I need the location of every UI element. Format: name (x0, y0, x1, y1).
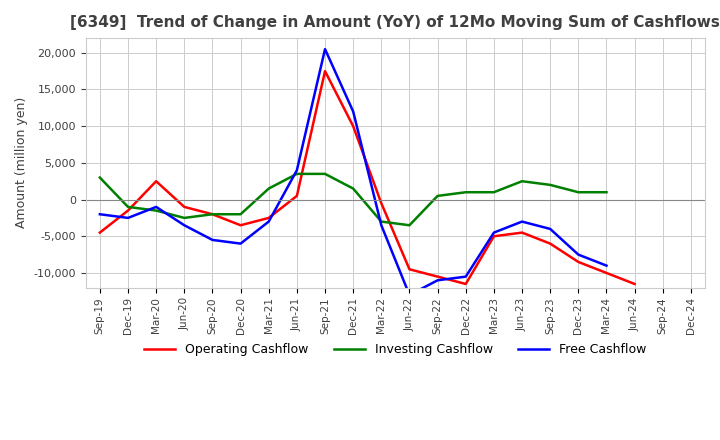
Investing Cashflow (462, 190, 470, 195)
Line: Free Cashflow: Free Cashflow (100, 49, 606, 295)
Free Cashflow (462, 274, 470, 279)
Investing Cashflow (546, 182, 554, 187)
Investing Cashflow (518, 179, 526, 184)
Legend: Operating Cashflow, Investing Cashflow, Free Cashflow: Operating Cashflow, Investing Cashflow, … (139, 338, 652, 361)
Free Cashflow (124, 215, 132, 220)
Free Cashflow (208, 237, 217, 242)
Operating Cashflow (546, 241, 554, 246)
Free Cashflow (264, 219, 273, 224)
Line: Operating Cashflow: Operating Cashflow (100, 71, 634, 284)
Operating Cashflow (518, 230, 526, 235)
Free Cashflow (292, 168, 301, 173)
Investing Cashflow (433, 193, 442, 198)
Operating Cashflow (349, 124, 358, 129)
Operating Cashflow (96, 230, 104, 235)
Free Cashflow (96, 212, 104, 217)
Free Cashflow (433, 278, 442, 283)
Operating Cashflow (124, 208, 132, 213)
Free Cashflow (320, 47, 329, 52)
Investing Cashflow (180, 215, 189, 220)
Operating Cashflow (490, 234, 498, 239)
Investing Cashflow (292, 171, 301, 176)
Investing Cashflow (124, 204, 132, 209)
Operating Cashflow (574, 259, 582, 264)
Operating Cashflow (292, 193, 301, 198)
Title: [6349]  Trend of Change in Amount (YoY) of 12Mo Moving Sum of Cashflows: [6349] Trend of Change in Amount (YoY) o… (71, 15, 720, 30)
Operating Cashflow (377, 201, 386, 206)
Free Cashflow (405, 292, 414, 297)
Investing Cashflow (574, 190, 582, 195)
Investing Cashflow (377, 219, 386, 224)
Operating Cashflow (602, 270, 611, 275)
Free Cashflow (349, 109, 358, 114)
Y-axis label: Amount (million yen): Amount (million yen) (15, 97, 28, 228)
Free Cashflow (518, 219, 526, 224)
Free Cashflow (490, 230, 498, 235)
Free Cashflow (546, 226, 554, 231)
Operating Cashflow (462, 281, 470, 286)
Operating Cashflow (152, 179, 161, 184)
Investing Cashflow (236, 212, 245, 217)
Free Cashflow (574, 252, 582, 257)
Investing Cashflow (96, 175, 104, 180)
Investing Cashflow (264, 186, 273, 191)
Operating Cashflow (405, 267, 414, 272)
Operating Cashflow (630, 281, 639, 286)
Free Cashflow (602, 263, 611, 268)
Investing Cashflow (602, 190, 611, 195)
Free Cashflow (236, 241, 245, 246)
Investing Cashflow (405, 223, 414, 228)
Operating Cashflow (320, 69, 329, 74)
Line: Investing Cashflow: Investing Cashflow (100, 174, 606, 225)
Investing Cashflow (208, 212, 217, 217)
Free Cashflow (180, 223, 189, 228)
Operating Cashflow (264, 215, 273, 220)
Investing Cashflow (349, 186, 358, 191)
Investing Cashflow (152, 208, 161, 213)
Operating Cashflow (433, 274, 442, 279)
Investing Cashflow (490, 190, 498, 195)
Investing Cashflow (320, 171, 329, 176)
Operating Cashflow (208, 212, 217, 217)
Operating Cashflow (236, 223, 245, 228)
Free Cashflow (152, 204, 161, 209)
Operating Cashflow (180, 204, 189, 209)
Free Cashflow (377, 223, 386, 228)
